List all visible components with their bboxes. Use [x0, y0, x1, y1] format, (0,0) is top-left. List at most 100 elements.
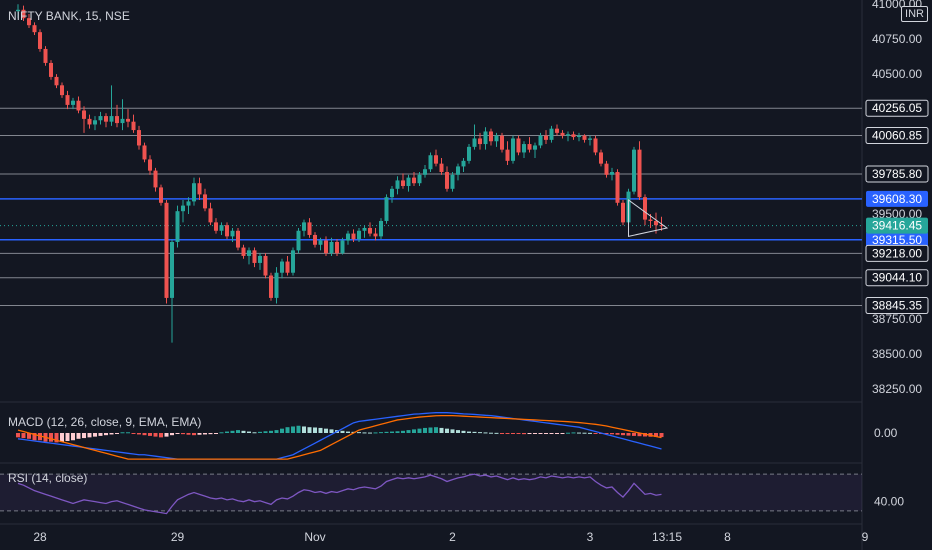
- candle-body: [648, 219, 653, 221]
- macd-histogram-bar: [164, 433, 169, 437]
- macd-histogram-bar: [555, 433, 559, 434]
- time-tick-label: 2: [449, 530, 456, 544]
- candle-body: [362, 227, 367, 231]
- candle-body: [472, 138, 477, 147]
- candle-body: [32, 25, 37, 33]
- level-tag-text: 39608.30: [872, 192, 922, 206]
- candle-body: [252, 250, 257, 263]
- candle-body: [203, 194, 207, 209]
- candle-body: [197, 183, 202, 195]
- triangle-drawing[interactable]: [628, 199, 669, 237]
- macd-histogram-bar: [538, 433, 543, 434]
- price-axis[interactable]: 38250.00 38500.00 38750.00 39500.00 40500.00…: [865, 0, 929, 509]
- candle-body: [307, 222, 312, 235]
- macd-histogram-bar: [214, 433, 218, 434]
- macd-histogram-bar: [109, 433, 114, 435]
- candle-body: [104, 116, 108, 122]
- candle-body: [654, 220, 658, 226]
- macd-histogram-bar: [263, 431, 268, 433]
- macd-histogram-bar: [159, 433, 163, 438]
- level-tag-box: [866, 190, 928, 207]
- candle-body: [186, 201, 191, 206]
- level-tag[interactable]: 39218.00: [865, 244, 929, 262]
- level-tag[interactable]: 39608.30: [866, 190, 928, 207]
- candle-body: [208, 208, 213, 223]
- level-tag-text: 39315.50: [872, 233, 922, 247]
- level-tag[interactable]: 40060.85: [865, 127, 929, 145]
- macd-histogram-bar: [362, 432, 367, 434]
- currency-badge[interactable]: INR: [901, 6, 928, 22]
- candlestick-series: [16, 4, 664, 343]
- price-pane[interactable]: [0, 0, 863, 550]
- time-tick-label: 8: [724, 530, 731, 544]
- macd-line: [17, 412, 662, 460]
- macd-histogram-bar: [60, 433, 64, 442]
- macd-histogram-bar: [87, 433, 92, 438]
- candle-body: [395, 180, 400, 189]
- candle-body: [285, 261, 290, 273]
- macd-histogram-bar: [395, 431, 400, 433]
- candle-body: [373, 233, 378, 237]
- candle-body: [588, 138, 592, 140]
- macd-histogram-bar: [511, 433, 515, 434]
- time-axis[interactable]: 28 29 Nov 2 3 13:15 8 9: [33, 530, 868, 544]
- candle-body: [659, 225, 664, 227]
- candle-body: [142, 145, 147, 160]
- macd-histogram-bar: [274, 430, 279, 433]
- macd-histogram-bar: [181, 433, 185, 435]
- level-tag-box: [865, 244, 929, 262]
- candle-body: [632, 149, 636, 192]
- time-tick-label: Nov: [304, 530, 325, 544]
- macd-histogram-bar: [588, 432, 592, 434]
- macd-histogram-bar: [450, 429, 455, 433]
- candle-body: [241, 247, 246, 256]
- triangle-pattern[interactable]: [628, 199, 669, 237]
- macd-histogram-bar: [126, 432, 130, 434]
- candle-body: [313, 234, 317, 245]
- macd-histogram-bar: [32, 433, 37, 441]
- rsi-pane[interactable]: [0, 473, 862, 515]
- macd-histogram-bar: [76, 433, 81, 439]
- macd-histogram-bar: [604, 433, 609, 434]
- level-tag[interactable]: 39315.50: [866, 231, 928, 248]
- candle-body: [296, 230, 301, 251]
- level-tag[interactable]: 39785.80: [865, 165, 929, 183]
- macd-histogram-bar: [566, 432, 570, 434]
- candle-body: [93, 120, 97, 125]
- time-tick-label: 28: [33, 530, 47, 544]
- level-tag[interactable]: 38845.35: [865, 297, 929, 315]
- macd-histogram-bar: [346, 431, 350, 433]
- current-price-tag[interactable]: 39416.45: [866, 217, 928, 234]
- macd-histogram-bar: [115, 433, 119, 434]
- macd-histogram-bar: [252, 432, 257, 434]
- level-tag-box: [865, 165, 929, 183]
- level-tag[interactable]: 39044.10: [865, 269, 929, 287]
- macd-histogram-bar: [197, 433, 202, 435]
- level-tag-box: [865, 99, 929, 117]
- macd-histogram-bar: [291, 426, 295, 433]
- candle-body: [219, 225, 224, 231]
- macd-histogram-bar: [280, 428, 284, 433]
- macd-histogram-bar: [65, 433, 70, 441]
- candle-body: [522, 144, 526, 153]
- level-tag[interactable]: 40256.05: [865, 99, 929, 117]
- macd-histogram-bar: [236, 430, 240, 433]
- rsi-axis-label: 40.00: [874, 495, 904, 509]
- macd-histogram-bar: [49, 433, 53, 442]
- candle-body: [230, 230, 235, 237]
- macd-histogram-bar: [522, 433, 526, 435]
- candle-body: [159, 187, 163, 203]
- candle-body: [274, 272, 279, 298]
- macd-histogram-bar: [98, 433, 103, 436]
- candle-body: [412, 177, 416, 184]
- candle-body: [643, 197, 647, 220]
- level-tag-text: 39218.00: [872, 246, 922, 260]
- macd-histogram-bar: [258, 431, 262, 433]
- horizontal-levels[interactable]: [0, 107, 862, 307]
- macd-pane[interactable]: [16, 412, 664, 460]
- candle-body: [170, 241, 174, 298]
- candle-body: [417, 174, 422, 184]
- candle-body: [126, 118, 130, 122]
- candle-body: [527, 144, 532, 150]
